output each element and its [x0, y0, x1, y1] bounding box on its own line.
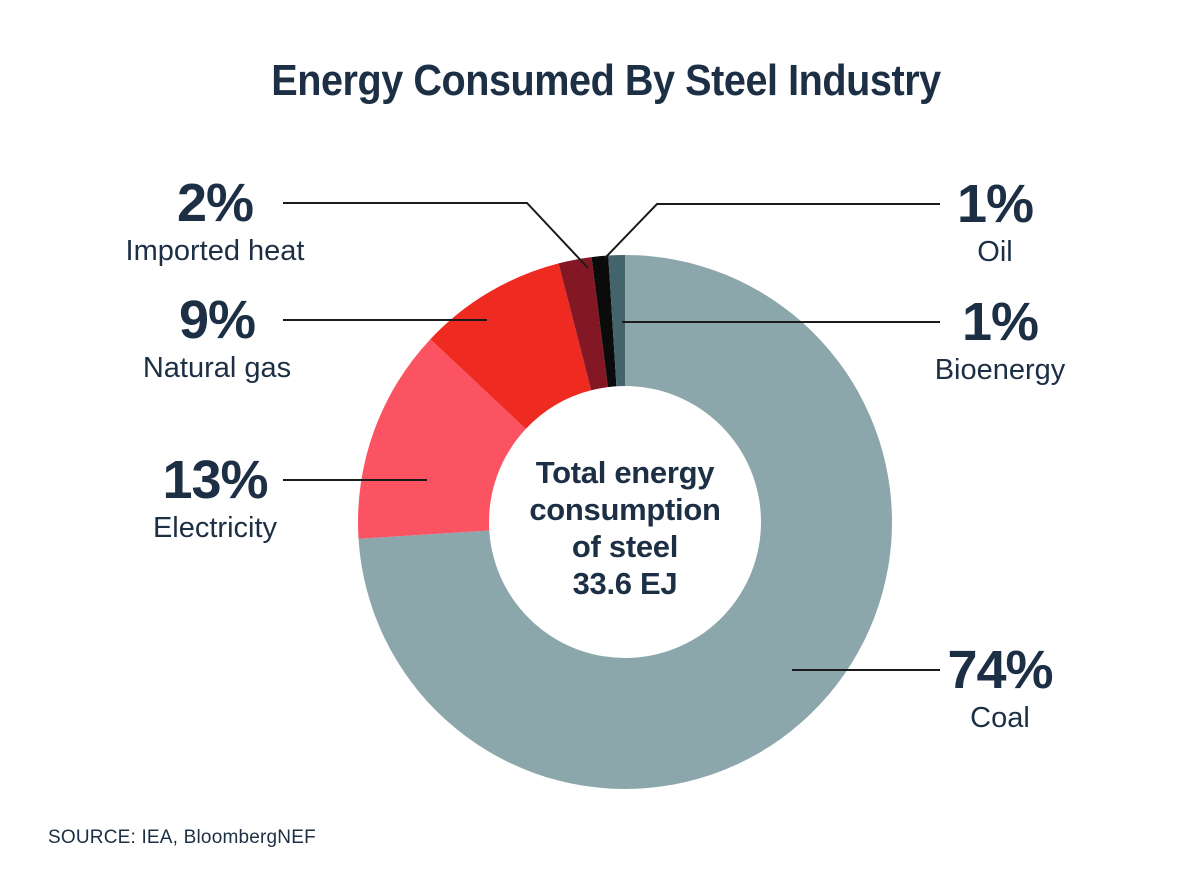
leader-line-oil — [604, 203, 940, 259]
donut-center-text: Total energy consumption of steel 33.6 E… — [529, 454, 721, 602]
segment-oil — [591, 255, 617, 388]
segment-coal — [358, 255, 893, 789]
center-text-line-3: of steel — [571, 529, 679, 564]
callout-label-coal: Coal — [970, 702, 1030, 734]
callout-value-coal: 74% — [947, 640, 1053, 700]
segment-natural-gas — [430, 263, 592, 429]
callout-value-oil: 1% — [956, 174, 1034, 234]
callout-coal: 74% Coal — [947, 640, 1053, 735]
callout-value-natural-gas: 9% — [178, 290, 256, 350]
segment-bioenergy — [608, 255, 625, 387]
callout-label-natural-gas: Natural gas — [142, 352, 292, 384]
callout-label-oil: Oil — [977, 236, 1013, 268]
callout-label-bioenergy: Bioenergy — [934, 354, 1066, 386]
leader-line-imported-heat — [283, 202, 589, 269]
source-credit: SOURCE: IEA, BloombergNEF — [48, 827, 316, 848]
callout-value-imported-heat: 2% — [176, 173, 254, 233]
callout-natural-gas: 9% Natural gas — [143, 293, 291, 385]
callout-imported-heat: 2% Imported heat — [126, 176, 305, 268]
chart-title: Energy Consumed By Steel Industry — [271, 56, 941, 105]
segment-imported-heat — [558, 257, 608, 391]
callout-label-electricity: Electricity — [152, 512, 278, 544]
center-text-line-2: consumption — [529, 492, 721, 527]
callout-value-electricity: 13% — [162, 450, 268, 510]
center-text-line-1: Total energy — [535, 455, 715, 490]
callout-label-imported-heat: Imported heat — [125, 235, 305, 267]
center-text-total-value: 33.6 EJ — [572, 566, 678, 601]
callout-oil: 1% Oil — [956, 174, 1034, 269]
segment-electricity — [358, 339, 526, 539]
callout-electricity: 13% Electricity — [153, 453, 277, 545]
callout-bioenergy: 1% Bioenergy — [935, 295, 1066, 387]
callout-value-bioenergy: 1% — [961, 292, 1039, 352]
